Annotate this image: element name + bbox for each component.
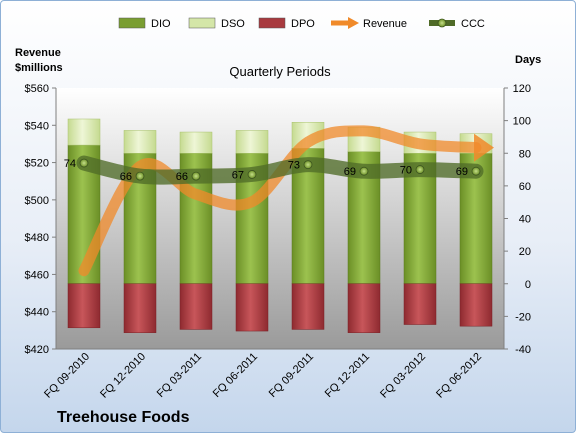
revenue-arrowhead <box>474 133 494 162</box>
ccc-layer: 74 66 66 67 73 69 70 69 <box>64 155 484 185</box>
ccc-data-label: 69 <box>456 166 468 178</box>
x-axis-labels: FQ 09-2010 FQ 12-2010 FQ 03-2011 FQ 06-2011… <box>42 351 484 401</box>
ccc-marker <box>135 171 145 181</box>
legend-label: CCC <box>461 18 485 30</box>
dpo-bar <box>291 283 325 330</box>
ccc-data-label: 67 <box>232 169 244 181</box>
ccc-data-label: 69 <box>344 166 356 178</box>
legend-swatch <box>118 17 146 29</box>
dpo-bar <box>235 283 269 332</box>
right-tick-label: 20 <box>519 246 531 258</box>
chart-title: Quarterly Periods <box>229 64 331 79</box>
x-tick-label: FQ 03-2012 <box>378 351 428 401</box>
left-tick-label: $560 <box>25 83 49 95</box>
ccc-data-label: 66 <box>176 171 188 183</box>
right-tick-label: 40 <box>519 214 531 226</box>
dso-bar <box>179 131 213 154</box>
x-tick-label: FQ 03-2011 <box>155 351 204 400</box>
x-tick-label: FQ 12-2011 <box>323 351 372 400</box>
right-axis-ticks: -40 -20 0 20 40 60 80 100 120 <box>504 83 531 356</box>
right-tick-label: 0 <box>525 279 531 291</box>
dpo-bar <box>403 283 437 325</box>
right-tick-label: 100 <box>513 116 531 128</box>
ccc-line <box>76 155 484 185</box>
company-name: Treehouse Foods <box>57 409 190 426</box>
dpo-bar <box>347 283 381 333</box>
right-axis-title: Days <box>515 54 541 66</box>
dpo-bar <box>459 283 493 327</box>
plot-area <box>56 88 504 349</box>
legend-label: Revenue <box>363 18 407 30</box>
left-tick-label: $540 <box>25 120 49 132</box>
left-axis-title-line1: Revenue <box>15 47 61 59</box>
right-tick-label: -20 <box>515 311 531 323</box>
legend-label: DPO <box>291 18 315 30</box>
dpo-bar <box>67 283 101 329</box>
dpo-bar <box>179 283 213 330</box>
ccc-marker <box>415 165 425 174</box>
dso-bar <box>123 130 157 154</box>
legend-swatch <box>258 17 286 29</box>
ccc-data-label: 70 <box>400 165 412 177</box>
left-axis-title-line2: $millions <box>15 62 63 74</box>
legend-swatch <box>188 17 216 29</box>
revenue-line <box>78 125 482 277</box>
legend: DIO DSO DPO Revenue CCC <box>118 17 485 30</box>
dpo-bar <box>123 283 157 333</box>
revenue-layer <box>78 125 494 277</box>
right-tick-label: -40 <box>515 344 531 356</box>
left-tick-label: $520 <box>25 158 49 170</box>
left-tick-label: $460 <box>25 269 49 281</box>
x-tick-label: FQ 09-2010 <box>42 351 92 401</box>
legend-label: DSO <box>221 18 245 30</box>
ccc-data-label: 73 <box>288 160 300 172</box>
legend-label: DIO <box>151 18 171 30</box>
right-tick-label: 60 <box>519 181 531 193</box>
left-tick-label: $420 <box>25 344 49 356</box>
x-tick-label: FQ 12-2010 <box>98 351 148 401</box>
left-tick-label: $500 <box>25 195 49 207</box>
dso-bar <box>235 130 269 154</box>
x-tick-label: FQ 06-2012 <box>434 351 484 401</box>
legend-marker <box>437 18 447 28</box>
dso-bar <box>67 118 101 146</box>
ccc-data-label: 74 <box>64 158 76 170</box>
left-axis-ticks: $420 $440 $460 $480 $500 $520 $540 $560 <box>25 83 56 356</box>
ccc-data-label: 66 <box>120 171 132 183</box>
ccc-marker <box>359 166 369 176</box>
ccc-marker <box>471 166 481 176</box>
ccc-marker <box>191 171 201 181</box>
legend-arrowhead <box>348 17 359 29</box>
left-tick-label: $440 <box>25 307 49 319</box>
ccc-marker <box>247 170 257 179</box>
ccc-marker <box>79 158 89 168</box>
ccc-marker <box>303 160 313 170</box>
left-tick-label: $480 <box>25 232 49 244</box>
right-tick-label: 80 <box>519 148 531 160</box>
x-tick-label: FQ 09-2011 <box>267 351 316 400</box>
x-tick-label: FQ 06-2011 <box>211 351 260 400</box>
right-tick-label: 120 <box>513 83 531 95</box>
